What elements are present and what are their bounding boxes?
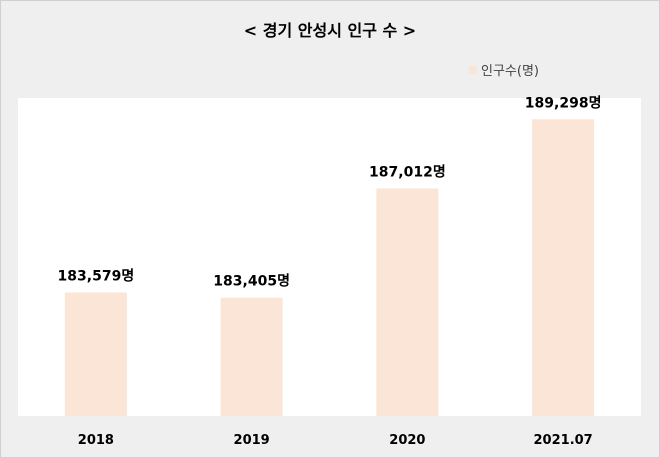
data-label-2020: 187,012명	[369, 163, 446, 180]
bar-2021.07	[532, 119, 595, 417]
data-label-2018: 183,579명	[58, 267, 135, 284]
legend-swatch	[469, 65, 477, 74]
bar-2018	[64, 292, 127, 416]
x-tick-2021.07: 2021.07	[534, 433, 593, 448]
x-tick-2020: 2020	[389, 433, 425, 448]
data-label-2021.07: 189,298명	[525, 94, 602, 111]
data-label-2019: 183,405명	[213, 273, 290, 290]
x-tick-2018: 2018	[78, 433, 114, 448]
chart-legend: 인구수(명)	[469, 60, 539, 79]
bar-2019	[220, 297, 283, 416]
legend-label: 인구수(명)	[481, 64, 539, 79]
bar-2020	[376, 188, 439, 416]
x-tick-2019: 2019	[234, 433, 270, 448]
chart-title: < 경기 안성시 인구 수 >	[243, 21, 417, 40]
